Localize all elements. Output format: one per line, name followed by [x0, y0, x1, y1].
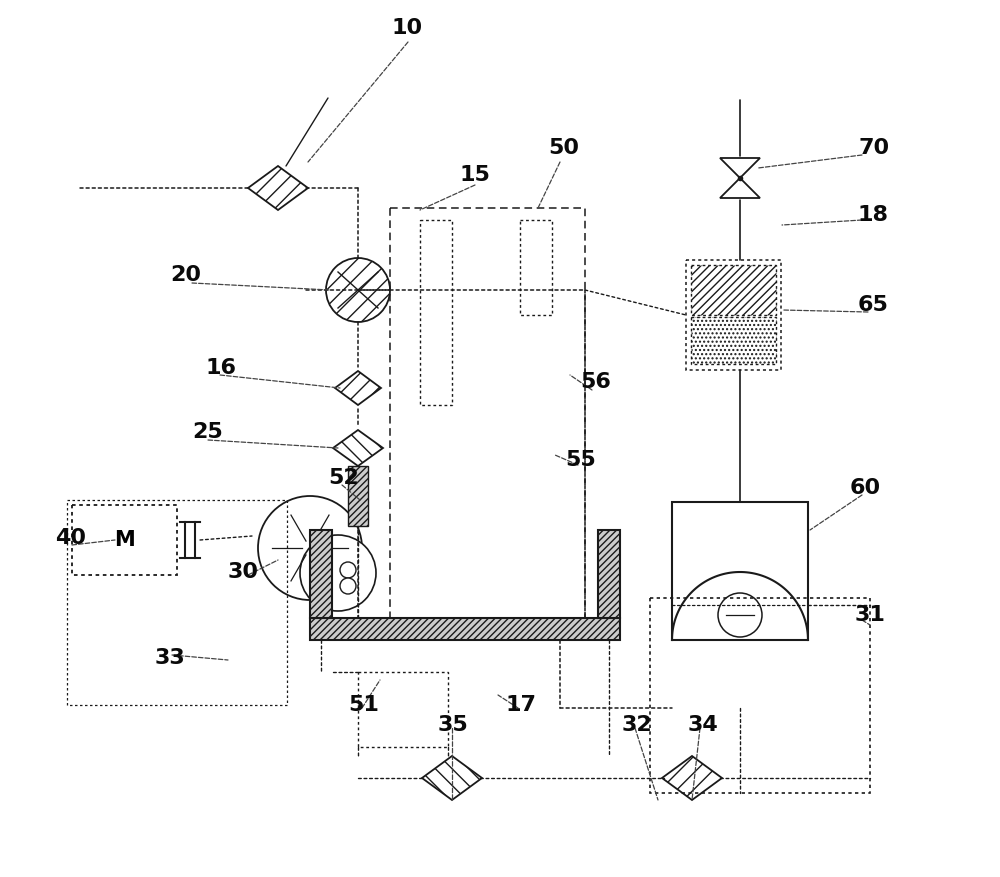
Text: 33: 33: [155, 648, 186, 668]
Bar: [310, 530, 332, 618]
Text: 51: 51: [348, 695, 379, 715]
Polygon shape: [333, 430, 383, 466]
Text: 56: 56: [580, 372, 611, 392]
Text: 10: 10: [392, 18, 423, 38]
Text: 40: 40: [55, 528, 86, 548]
Text: 55: 55: [565, 450, 596, 470]
Bar: [72, 505, 177, 575]
Text: 17: 17: [505, 695, 536, 715]
Text: 30: 30: [228, 562, 259, 582]
Polygon shape: [335, 371, 381, 405]
Bar: [598, 530, 620, 618]
Text: 35: 35: [438, 715, 469, 735]
Circle shape: [718, 593, 762, 637]
Bar: [691, 317, 776, 364]
Bar: [686, 260, 781, 370]
Bar: [650, 598, 870, 793]
Bar: [691, 265, 776, 315]
Text: 31: 31: [855, 605, 886, 625]
Bar: [672, 502, 808, 640]
Circle shape: [258, 496, 362, 600]
Text: 34: 34: [688, 715, 719, 735]
Polygon shape: [248, 166, 308, 210]
Text: M: M: [114, 530, 135, 550]
Text: 18: 18: [858, 205, 889, 225]
Text: 52: 52: [328, 468, 359, 488]
Circle shape: [340, 578, 356, 594]
Text: 60: 60: [850, 478, 881, 498]
Bar: [348, 466, 368, 526]
Text: 25: 25: [192, 422, 223, 442]
Text: 20: 20: [170, 265, 201, 285]
Polygon shape: [662, 756, 722, 800]
Bar: [67, 500, 287, 705]
Bar: [420, 220, 452, 405]
Bar: [390, 208, 585, 628]
Circle shape: [340, 562, 356, 578]
Text: 70: 70: [858, 138, 889, 158]
Bar: [310, 618, 620, 640]
Text: 32: 32: [622, 715, 653, 735]
Polygon shape: [422, 756, 482, 800]
Bar: [520, 220, 552, 315]
Circle shape: [300, 535, 376, 611]
Text: 15: 15: [460, 165, 491, 185]
Circle shape: [326, 258, 390, 322]
Text: 65: 65: [858, 295, 889, 315]
Bar: [358, 672, 448, 747]
Text: 16: 16: [205, 358, 236, 378]
Text: 50: 50: [548, 138, 579, 158]
